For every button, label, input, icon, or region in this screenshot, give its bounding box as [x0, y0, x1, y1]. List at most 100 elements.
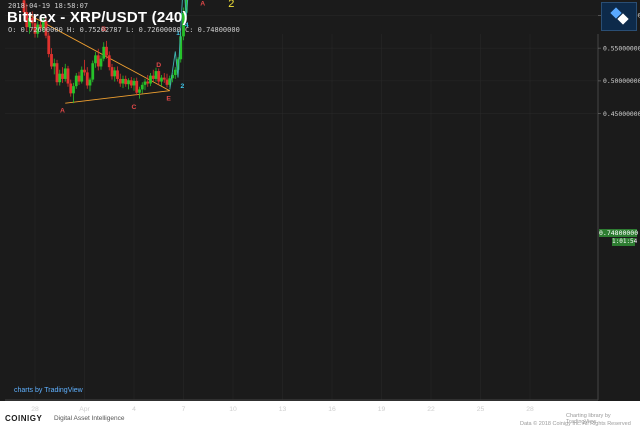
candle-body: [124, 78, 128, 85]
wave-label: 1: [176, 30, 180, 37]
chart-title: Bittrex - XRP/USDT (240): [7, 9, 188, 26]
candle-body: [102, 46, 106, 59]
candle-body: [55, 63, 59, 83]
time-tick-label: 28: [526, 406, 534, 413]
wave-label: 2: [181, 83, 185, 90]
candle-body: [96, 55, 100, 67]
wave-path: [169, 0, 189, 90]
candle-body: [39, 24, 42, 29]
candle-body: [69, 83, 73, 94]
candle-body: [149, 75, 152, 84]
candle-body: [52, 63, 56, 67]
time-tick-label: 10: [229, 406, 237, 413]
candle-body: [143, 81, 147, 85]
candle-body: [58, 73, 62, 83]
wave-label: C: [132, 104, 137, 111]
coinigy-logo-icon: [601, 2, 637, 31]
time-tick-label: 13: [279, 406, 287, 413]
candle-body: [44, 21, 48, 36]
wave-paths: [169, 0, 189, 90]
candle-body: [138, 89, 141, 93]
time-tick-label: 16: [328, 406, 336, 413]
candle-body: [66, 68, 70, 84]
time-tick-label: Apr: [79, 406, 90, 413]
tradingview-badge[interactable]: charts by TradingView: [14, 387, 83, 394]
candle-body: [22, 0, 26, 13]
candle-body: [80, 69, 84, 82]
last-price-tag: 0.74800000: [599, 229, 639, 237]
candle-countdown-tag: 1:01:54: [612, 238, 638, 246]
timestamp: 2018-04-19 18:58:07: [8, 2, 89, 10]
wave-label: A: [200, 1, 205, 8]
candle-body: [146, 81, 150, 84]
time-axis[interactable]: 28 Apr 4 7 10 13 16 19 22 25 28: [31, 406, 534, 413]
candle-body: [176, 59, 180, 70]
candle-body: [61, 73, 64, 79]
candle-body: [140, 84, 144, 90]
candle-body: [151, 75, 155, 79]
pattern-lines: [23, 11, 170, 104]
candle-body: [165, 79, 169, 85]
candle-body: [157, 71, 161, 82]
price-tick-label: 0.50000000: [603, 77, 640, 85]
price-tick-label: 0.55000000: [603, 44, 640, 52]
candle-body: [105, 46, 108, 56]
candle-body: [41, 21, 45, 29]
time-tick-label: 22: [427, 406, 435, 413]
candle-body: [47, 35, 51, 55]
candle-body: [182, 12, 185, 37]
time-tick-label: 7: [182, 406, 186, 413]
candle-body: [121, 78, 125, 84]
candle-body: [25, 12, 29, 28]
time-tick-label: 4: [132, 406, 136, 413]
candle-body: [179, 36, 183, 60]
wave-label: D: [156, 62, 161, 69]
candle-body: [85, 72, 89, 86]
ohlc-readout: O: 0.72600000 H: 0.75202787 L: 0.7260000…: [8, 26, 240, 34]
candle-body: [132, 80, 136, 86]
time-tick-label: 19: [378, 406, 386, 413]
candle-body: [110, 67, 114, 77]
data-credit: Data © 2018 Coinigy Inc. All Rights Rese…: [520, 421, 631, 427]
wave-label: 4: [185, 22, 189, 29]
pattern-line: [23, 11, 170, 92]
footer-logo: COINIGY: [5, 414, 43, 423]
candle-body: [50, 54, 53, 67]
candle-body: [129, 80, 133, 86]
candle-body: [168, 78, 172, 85]
wave-label: A: [60, 107, 65, 114]
wave-label: 2: [228, 0, 234, 10]
candle-body: [63, 68, 67, 79]
candle-body: [160, 77, 163, 82]
time-tick-label: 28: [31, 406, 39, 413]
candle-body: [88, 79, 92, 86]
candle-body: [127, 80, 130, 85]
wave-labels: ABCDE123451ABCDE1223453ABCDE45: [60, 0, 234, 114]
candle-body: [77, 75, 81, 82]
candle-body: [135, 80, 139, 93]
price-tick-label: 0.45000000: [603, 110, 640, 118]
candle-body: [83, 69, 86, 73]
candle-body: [74, 75, 78, 87]
time-tick-label: 25: [477, 406, 485, 413]
candle-body: [184, 0, 188, 13]
candle-body: [36, 24, 40, 34]
wave-label: B: [101, 26, 106, 33]
candle-body: [171, 75, 174, 79]
candle-body: [28, 17, 31, 28]
candle-body: [94, 55, 97, 64]
wave-label: E: [166, 96, 171, 103]
footer-band: [0, 401, 640, 429]
candle-body: [107, 55, 111, 68]
candle-body: [162, 77, 166, 80]
candle-body: [99, 58, 103, 67]
candle-body: [30, 17, 34, 24]
candle-body: [118, 78, 122, 84]
pattern-line: [65, 90, 170, 104]
charting-library-credit: Charting library by TradingView: [566, 413, 611, 425]
candle-body: [173, 69, 177, 76]
candle-body: [72, 86, 75, 94]
